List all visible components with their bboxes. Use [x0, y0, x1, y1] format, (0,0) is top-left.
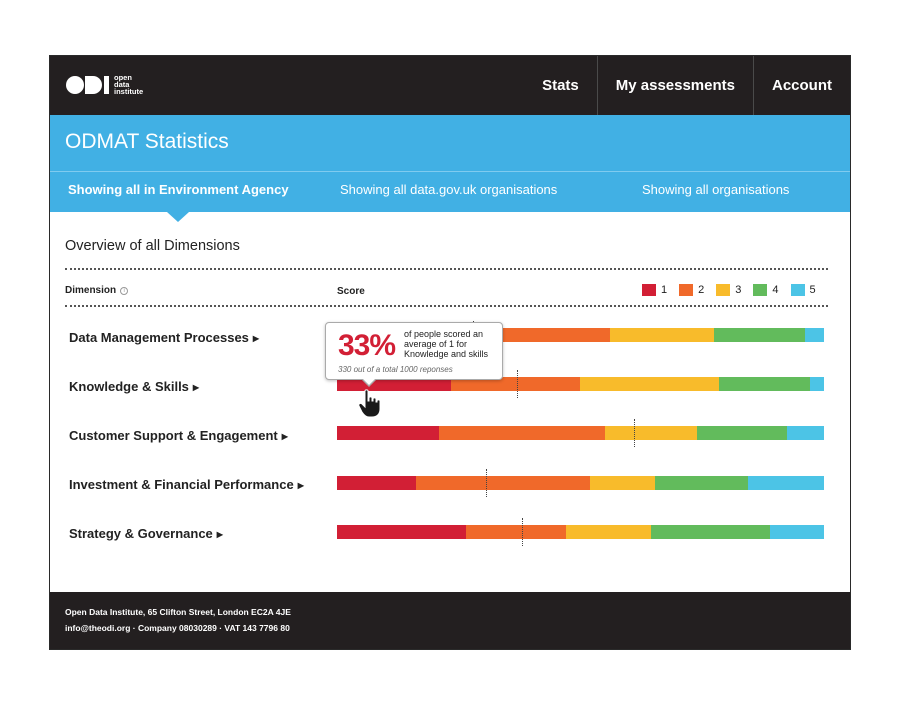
legend-label: 5 [809, 284, 816, 296]
score-segment-5[interactable] [810, 377, 824, 391]
footer-contact: info@theodi.org · Company 08030289 · VAT… [65, 623, 290, 633]
logo-wordmark: open data institute [114, 73, 144, 96]
score-segment-5[interactable] [786, 426, 824, 440]
dimension-name: Customer Support & Engagement [69, 428, 278, 443]
dimension-label-investment[interactable]: Investment & Financial Performance ▶ [69, 477, 304, 492]
score-segment-2[interactable] [466, 525, 566, 539]
nav-stats[interactable]: Stats [542, 77, 579, 94]
odi-logo[interactable]: open data institute [66, 74, 143, 95]
dimension-label-knowledge-skills[interactable]: Knowledge & Skills ▶ [69, 379, 199, 394]
legend-swatch [642, 284, 656, 296]
tab-environment-agency[interactable]: Showing all in Environment Agency [68, 182, 289, 197]
average-marker [634, 419, 636, 447]
score-segment-3[interactable] [609, 328, 715, 342]
score-segment-5[interactable] [805, 328, 824, 342]
tab-data-gov-uk[interactable]: Showing all data.gov.uk organisations [340, 182, 558, 197]
page-title: ODMAT Statistics [65, 130, 229, 153]
score-segment-4[interactable] [697, 426, 787, 440]
score-segment-4[interactable] [719, 377, 811, 391]
dimension-name: Knowledge & Skills [69, 379, 189, 394]
legend-swatch [716, 284, 731, 296]
expand-arrow-icon: ▶ [216, 530, 223, 539]
score-segment-2[interactable] [473, 328, 610, 342]
odi-logo-mark-icon [66, 75, 109, 94]
score-segment-3[interactable] [590, 476, 655, 490]
dimension-header-label: Dimension [65, 285, 117, 296]
main-nav: Stats My assessments Account [524, 56, 850, 115]
dimension-name: Data Management Processes [69, 330, 249, 345]
expand-arrow-icon: ▶ [192, 383, 200, 392]
tooltip-percent: 33% [338, 329, 396, 362]
dimension-column-header: Dimension i [65, 285, 129, 296]
legend-item-3: 3 [716, 284, 741, 296]
top-navigation-bar: open data institute Stats My assessments… [50, 56, 850, 115]
average-marker [517, 370, 519, 398]
score-tooltip: 33% of people scored an average of 1 for… [325, 322, 503, 387]
score-segment-4[interactable] [714, 328, 806, 342]
section-title: Overview of all Dimensions [65, 238, 240, 254]
score-segment-4[interactable] [651, 525, 771, 539]
tab-all-organisations[interactable]: Showing all organisations [642, 182, 790, 197]
dimension-name: Strategy & Governance [69, 526, 213, 541]
score-segment-2[interactable] [416, 476, 591, 490]
score-segment-5[interactable] [747, 476, 824, 490]
expand-arrow-icon: ▶ [252, 334, 260, 343]
score-segment-2[interactable] [451, 377, 581, 391]
legend-label: 3 [735, 284, 742, 296]
dimension-label-data-management[interactable]: Data Management Processes ▶ [69, 330, 259, 345]
score-bar[interactable] [337, 426, 824, 440]
legend-label: 4 [772, 284, 779, 296]
tooltip-description: of people scored an average of 1 for Kno… [404, 329, 489, 359]
info-icon[interactable]: i [120, 287, 129, 295]
legend-item-2: 2 [679, 284, 704, 296]
score-segment-4[interactable] [654, 476, 748, 490]
legend-swatch [790, 284, 805, 296]
legend-swatch [679, 284, 694, 296]
tooltip-subtext: 330 out of a total 1000 reponses [338, 365, 453, 374]
score-legend: 1 2 3 4 5 [642, 284, 828, 296]
legend-swatch [753, 284, 768, 296]
app-window: open data institute Stats My assessments… [49, 55, 851, 650]
divider [65, 305, 828, 307]
footer: Open Data Institute, 65 Clifton Street, … [50, 592, 850, 649]
score-bar[interactable] [337, 377, 824, 391]
score-bar[interactable] [337, 525, 824, 539]
score-segment-1[interactable] [337, 476, 417, 490]
legend-item-5: 5 [790, 284, 816, 296]
filter-tabs: Showing all in Environment Agency Showin… [50, 171, 850, 212]
expand-arrow-icon: ▶ [297, 481, 304, 490]
legend-item-4: 4 [753, 284, 779, 296]
tooltip-tail-inner [363, 379, 375, 385]
dimension-label-customer-support[interactable]: Customer Support & Engagement ▶ [69, 428, 288, 443]
expand-arrow-icon: ▶ [281, 432, 288, 441]
average-marker [522, 518, 524, 546]
score-segment-2[interactable] [439, 426, 605, 440]
divider [65, 268, 828, 270]
legend-label: 2 [698, 284, 705, 296]
average-marker [485, 469, 487, 497]
dimension-label-strategy[interactable]: Strategy & Governance ▶ [69, 526, 223, 541]
score-column-header: Score [337, 286, 365, 297]
nav-account[interactable]: Account [753, 56, 850, 115]
score-segment-1[interactable] [337, 525, 467, 539]
score-segment-1[interactable] [337, 426, 440, 440]
dimension-name: Investment & Financial Performance [69, 477, 294, 492]
score-segment-3[interactable] [604, 426, 698, 440]
hand-cursor-icon [358, 389, 381, 418]
score-bar[interactable] [337, 476, 824, 490]
score-segment-3[interactable] [580, 377, 720, 391]
legend-label: 1 [661, 284, 668, 296]
score-segment-3[interactable] [565, 525, 652, 539]
score-segment-5[interactable] [770, 525, 824, 539]
active-tab-pointer [167, 212, 189, 222]
title-band: ODMAT Statistics [50, 115, 850, 171]
legend-item-1: 1 [642, 284, 667, 296]
footer-address: Open Data Institute, 65 Clifton Street, … [65, 607, 291, 617]
nav-my-assessments[interactable]: My assessments [596, 56, 753, 115]
